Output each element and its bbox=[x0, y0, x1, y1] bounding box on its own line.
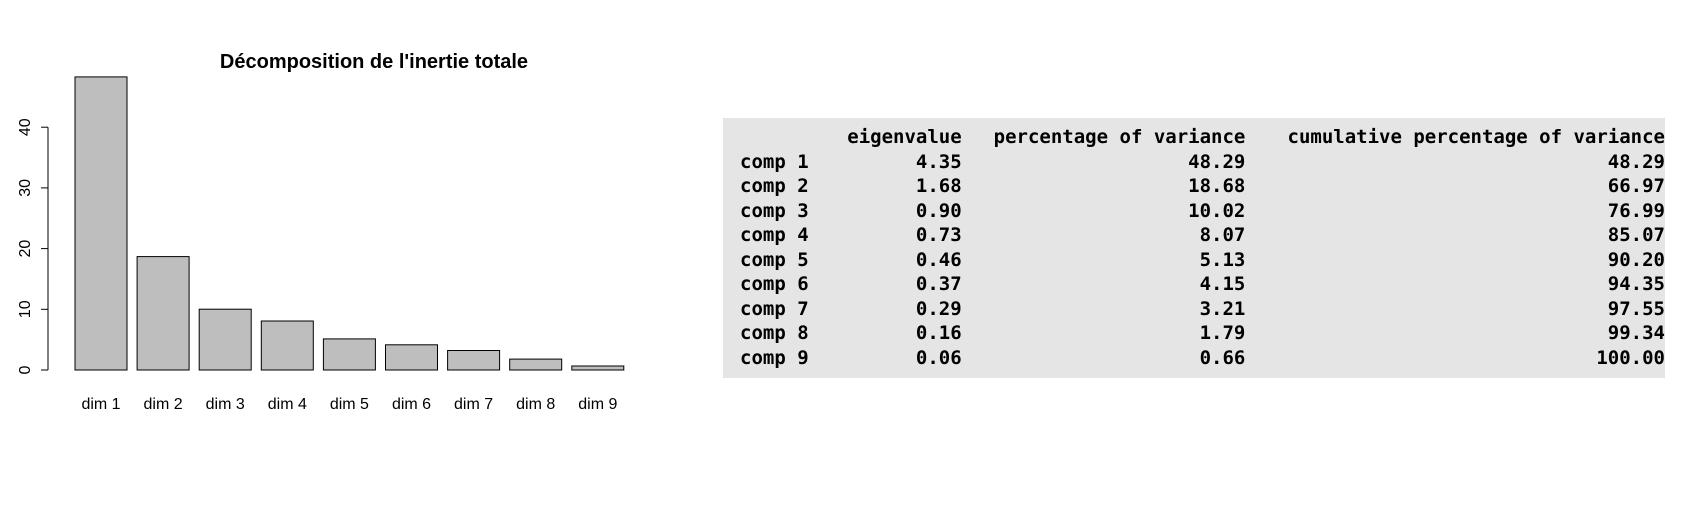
table-cell-eigenvalue: 1.68 bbox=[915, 175, 962, 197]
table-cell-percentage: 4.15 bbox=[1199, 273, 1246, 295]
x-tick-label: dim 2 bbox=[144, 396, 183, 413]
eigenvalue-table: eigenvalue percentage of variance cumula… bbox=[740, 125, 1665, 370]
table-cell-row-name: comp 9 bbox=[740, 346, 809, 369]
y-tick-label: 40 bbox=[17, 118, 34, 136]
table-cell-eigenvalue: 0.46 bbox=[915, 248, 962, 271]
x-tick-label: dim 5 bbox=[330, 396, 369, 413]
table-cell-eigenvalue: 0.90 bbox=[915, 199, 962, 222]
y-tick-label: 20 bbox=[17, 240, 34, 258]
table-row: comp 4 0.73 8.07 85.07 bbox=[740, 223, 1665, 248]
x-tick-label: dim 9 bbox=[578, 396, 617, 413]
table-cell-row-name: comp 8 bbox=[740, 322, 809, 344]
table-row: comp 2 1.68 18.68 66.97 bbox=[740, 174, 1665, 199]
eigenvalue-table-panel: eigenvalue percentage of variance cumula… bbox=[723, 118, 1665, 378]
table-header-eigenvalue: eigenvalue bbox=[847, 126, 962, 148]
table-cell-row-name: comp 5 bbox=[740, 248, 809, 271]
table-row: comp 7 0.29 3.21 97.55 bbox=[740, 297, 1665, 322]
table-cell-eigenvalue: 0.29 bbox=[915, 297, 962, 320]
table-cell-percentage: 5.13 bbox=[1199, 248, 1246, 271]
table-header-rownames bbox=[740, 125, 822, 150]
x-tick-label: dim 6 bbox=[392, 396, 431, 413]
table-header-row: eigenvalue percentage of variance cumula… bbox=[740, 125, 1665, 150]
bar-4 bbox=[260, 320, 314, 371]
table-header-percentage: percentage of variance bbox=[993, 126, 1246, 148]
table-cell-row-name: comp 2 bbox=[740, 175, 809, 197]
bar-3 bbox=[198, 308, 252, 371]
table-cell-cumulative: 76.99 bbox=[1607, 199, 1665, 222]
y-axis: 0 10 20 30 40 bbox=[17, 118, 49, 374]
table-row: comp 8 0.16 1.79 99.34 bbox=[740, 321, 1665, 346]
table-cell-cumulative: 90.20 bbox=[1607, 248, 1665, 271]
table-cell-percentage: 18.68 bbox=[1188, 175, 1246, 197]
scree-bar-chart: Décomposition de l'inertie totale 0 10 20 3… bbox=[17, 51, 625, 413]
table-cell-percentage: 8.07 bbox=[1199, 224, 1246, 246]
bar-2 bbox=[136, 256, 190, 371]
table-cell-cumulative: 66.97 bbox=[1607, 175, 1665, 197]
table-cell-cumulative: 97.55 bbox=[1607, 297, 1665, 320]
table-cell-percentage: 48.29 bbox=[1188, 150, 1246, 173]
table-row: comp 5 0.46 5.13 90.20 bbox=[740, 248, 1665, 273]
x-tick-label: dim 3 bbox=[206, 396, 245, 413]
bar-5 bbox=[322, 338, 376, 371]
table-cell-percentage: 10.02 bbox=[1188, 199, 1246, 222]
table-cell-eigenvalue: 0.73 bbox=[915, 224, 962, 246]
table-row: comp 9 0.06 0.66 100.00 bbox=[740, 346, 1665, 371]
table-cell-cumulative: 85.07 bbox=[1607, 224, 1665, 246]
x-tick-label: dim 8 bbox=[516, 396, 555, 413]
table-cell-percentage: 1.79 bbox=[1199, 322, 1246, 344]
table-cell-eigenvalue: 0.16 bbox=[915, 322, 962, 344]
table-header-cumulative: cumulative percentage of variance bbox=[1287, 126, 1666, 148]
y-tick-label: 30 bbox=[17, 179, 34, 197]
table-cell-percentage: 3.21 bbox=[1199, 297, 1246, 320]
table-cell-row-name: comp 3 bbox=[740, 199, 809, 222]
chart-title: Décomposition de l'inertie totale bbox=[220, 51, 528, 73]
table-row: comp 1 4.35 48.29 48.29 bbox=[740, 150, 1665, 175]
table-cell-percentage: 0.66 bbox=[1199, 346, 1246, 369]
table-cell-cumulative: 48.29 bbox=[1607, 150, 1665, 173]
x-tick-label: dim 1 bbox=[81, 396, 120, 413]
table-cell-cumulative: 94.35 bbox=[1607, 273, 1665, 295]
x-axis-labels: dim 1 dim 2 dim 3 dim 4 dim 5 dim 6 dim 7 dim 8… bbox=[81, 396, 617, 413]
table-row: comp 3 0.90 10.02 76.99 bbox=[740, 199, 1665, 224]
bar-1 bbox=[74, 76, 128, 371]
bars-group bbox=[74, 76, 625, 371]
table-cell-row-name: comp 6 bbox=[740, 273, 809, 295]
x-tick-label: dim 7 bbox=[454, 396, 493, 413]
table-cell-cumulative: 99.34 bbox=[1607, 322, 1665, 344]
table-cell-row-name: comp 1 bbox=[740, 150, 809, 173]
bar-9 bbox=[571, 365, 625, 371]
y-tick-label: 0 bbox=[17, 365, 34, 374]
table-cell-cumulative: 100.00 bbox=[1596, 346, 1665, 369]
x-tick-label: dim 4 bbox=[268, 396, 307, 413]
table-row: comp 6 0.37 4.15 94.35 bbox=[740, 272, 1665, 297]
bar-8 bbox=[509, 358, 563, 371]
bar-7 bbox=[447, 350, 501, 371]
table-cell-eigenvalue: 0.06 bbox=[915, 346, 962, 369]
table-cell-row-name: comp 7 bbox=[740, 297, 809, 320]
table-cell-eigenvalue: 4.35 bbox=[915, 150, 962, 173]
table-cell-eigenvalue: 0.37 bbox=[915, 273, 962, 295]
y-tick-label: 10 bbox=[17, 300, 34, 318]
table-cell-row-name: comp 4 bbox=[740, 224, 809, 246]
bar-6 bbox=[385, 344, 438, 371]
